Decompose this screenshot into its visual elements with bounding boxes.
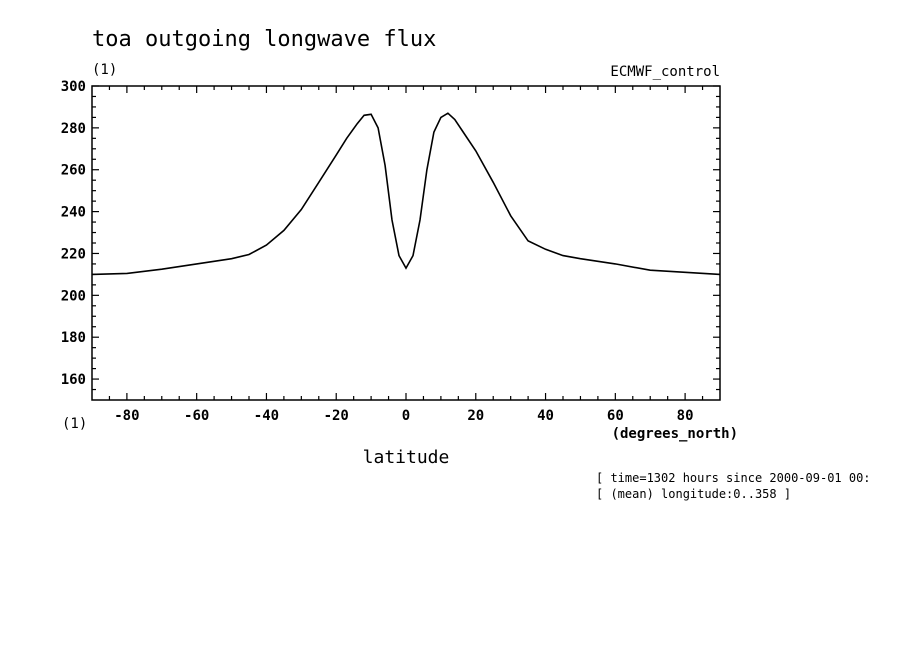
axis-ticks	[92, 85, 720, 400]
y-tick-label: 300	[61, 79, 86, 95]
x-tick-label: -20	[324, 408, 349, 424]
chart-title: toa outgoing longwave flux	[92, 27, 436, 52]
x-tick-labels: -80 -60 -40 -20 0 20 40 60 80	[114, 408, 693, 424]
x-tick-label: 80	[677, 408, 694, 424]
y-unit-label: (1)	[92, 62, 117, 78]
y-tick-label: 180	[61, 330, 86, 346]
y-tick-label: 260	[61, 163, 86, 179]
x-tick-label: -60	[184, 408, 209, 424]
y-tick-label: 220	[61, 246, 86, 262]
x-tick-label: 60	[607, 408, 624, 424]
x-tick-label: -80	[114, 408, 139, 424]
plot-frame	[91, 85, 721, 401]
experiment-label: ECMWF_control	[610, 64, 720, 80]
longitude-footnote: [ (mean) longitude:0..358 ]	[596, 487, 791, 501]
x-axis-label: latitude	[363, 447, 450, 468]
y-tick-labels: 160 180 200 220 240 260 280 300	[61, 79, 86, 388]
data-line	[91, 112, 721, 276]
y-tick-label: 280	[61, 121, 86, 137]
y-tick-label: 240	[61, 205, 86, 221]
x-tick-label: 0	[402, 408, 410, 424]
time-footnote: [ time=1302 hours since 2000-09-01 00:	[596, 471, 871, 485]
x-units: (degrees_north)	[612, 426, 738, 442]
y-tick-label: 200	[61, 288, 86, 304]
x-tick-label: -40	[254, 408, 279, 424]
x-unit-label: (1)	[62, 416, 87, 432]
y-tick-label: 160	[61, 372, 86, 388]
x-tick-label: 20	[467, 408, 484, 424]
x-tick-label: 40	[537, 408, 554, 424]
